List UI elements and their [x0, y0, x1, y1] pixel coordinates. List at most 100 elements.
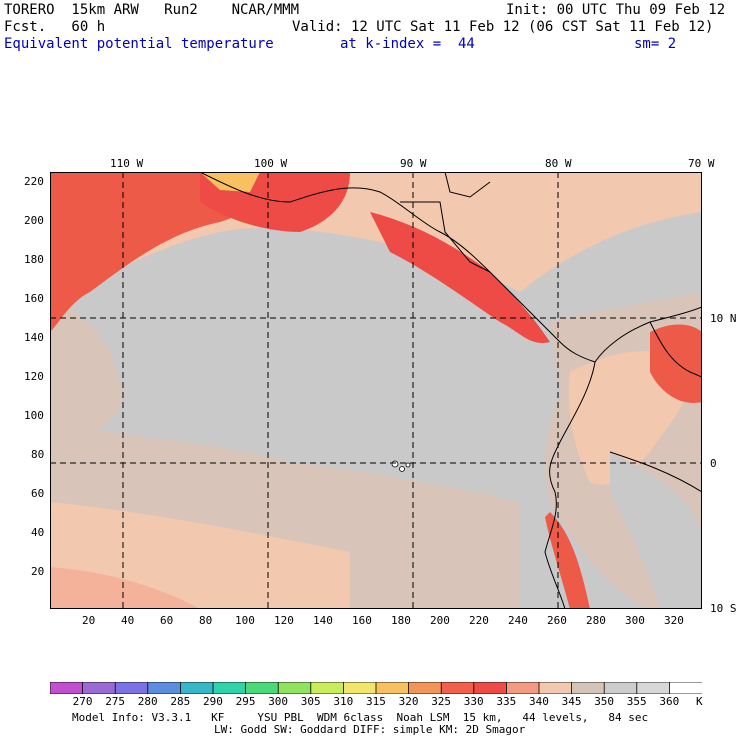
lat-label-0: 0 — [710, 457, 717, 470]
grey-region-amazon — [610, 452, 702, 609]
coastline-pacific-south — [544, 361, 596, 609]
lon-label-70w: 70 W — [688, 157, 715, 170]
colorbar-level-label: 330 — [463, 695, 484, 708]
colorbar-swatch — [473, 682, 508, 694]
salmon-band-south — [50, 567, 200, 609]
physics-info: LW: Godd SW: Goddard DIFF: simple KM: 2D… — [214, 723, 526, 736]
colorbar-level-label: 275 — [105, 695, 126, 708]
model-info: Model Info: V3.3.1 KF YSU PBL WDM 6class… — [72, 711, 649, 724]
init-time: Init: 00 UTC Thu 09 Feb 12 — [506, 2, 726, 18]
x-tick: 60 — [160, 614, 174, 627]
colorbar-level-label: 340 — [529, 695, 549, 708]
colorbar-swatch — [505, 682, 540, 694]
colorbar-level-label: 270 — [72, 695, 93, 708]
colorbar — [50, 682, 702, 694]
y-tick: 80 — [31, 448, 45, 461]
coastline-pacific-north — [199, 172, 596, 363]
x-tick: 80 — [199, 614, 213, 627]
colorbar-swatch — [277, 682, 312, 694]
graticule — [50, 172, 702, 609]
map-frame — [50, 172, 702, 609]
y-tick: 120 — [24, 370, 44, 383]
colorbar-swatch — [440, 682, 475, 694]
x-tick: 320 — [664, 614, 684, 627]
hot-strip-peru-coast — [545, 512, 590, 609]
x-tick: 20 — [82, 614, 96, 627]
colorbar-swatch — [212, 682, 247, 694]
forecast-hour: Fcst. 60 h — [4, 19, 106, 35]
x-tick: 260 — [547, 614, 567, 627]
lon-label-80w: 80 W — [545, 157, 572, 170]
x-tick: 180 — [391, 614, 411, 627]
x-tick: 120 — [274, 614, 294, 627]
border-mexico-guatemala — [400, 201, 491, 273]
k-index: at k-index = 44 — [340, 36, 475, 52]
colorbar-swatch — [538, 682, 573, 694]
colorbar-swatch — [310, 682, 345, 694]
y-tick: 180 — [24, 253, 44, 266]
x-tick: 160 — [352, 614, 372, 627]
smoothing: sm= 2 — [634, 36, 677, 52]
hot-region-venezuela — [650, 324, 702, 403]
field-name: Equivalent potential temperature — [4, 36, 274, 52]
theta-e-map — [50, 172, 702, 609]
colorbar-level-label: 335 — [496, 695, 517, 708]
lon-label-90w: 90 W — [400, 157, 427, 170]
border-colombia-venezuela — [649, 321, 702, 378]
lat-label-10s: 10 S — [710, 602, 737, 615]
colorbar-level-label: 295 — [235, 695, 256, 708]
tan-band-west — [50, 302, 123, 442]
lon-label-100w: 100 W — [254, 157, 288, 170]
x-tick: 100 — [235, 614, 255, 627]
lon-label-110w: 110 W — [110, 157, 144, 170]
x-tick: 280 — [586, 614, 606, 627]
colorbar-level-label: 325 — [431, 695, 452, 708]
colorbar-level-label: 315 — [366, 695, 386, 708]
colorbar-level-label: 320 — [398, 695, 419, 708]
coastline-colombia-north — [594, 306, 702, 363]
model-title: TORERO 15km ARW Run2 NCAR/MMM — [4, 2, 300, 18]
colorbar-level-label: 290 — [203, 695, 223, 708]
x-tick: 220 — [469, 614, 489, 627]
coastlines — [199, 172, 702, 609]
colorbar-swatch — [50, 682, 84, 694]
colorbar-swatch — [408, 682, 443, 694]
hot-region-central-america — [370, 212, 550, 343]
colorbar-swatch — [114, 682, 149, 694]
colorbar-level-label: 285 — [170, 695, 191, 708]
colorbar-level-label: 360 — [659, 695, 680, 708]
colorbar-swatch — [636, 682, 671, 694]
coastline-yucatan — [444, 172, 491, 198]
y-tick: 220 — [24, 175, 44, 188]
colorbar-swatch — [571, 682, 606, 694]
x-tick: 40 — [121, 614, 135, 627]
valid-time: Valid: 12 UTC Sat 11 Feb 12 (06 CST Sat … — [292, 19, 714, 35]
colorbar-swatch — [245, 682, 280, 694]
colorbar-swatch — [603, 682, 638, 694]
colorbar-level-label: 355 — [626, 695, 647, 708]
colorbar-swatch — [179, 682, 214, 694]
colorbar-level-label: 310 — [333, 695, 354, 708]
colorbar-swatch — [342, 682, 377, 694]
y-tick: 100 — [24, 409, 44, 422]
colorbar-swatch — [375, 682, 410, 694]
colorbar-swatch — [669, 682, 702, 694]
colorbar-level-label: 305 — [300, 695, 321, 708]
colorbar-level-label: 345 — [561, 695, 582, 708]
x-tick: 240 — [508, 614, 528, 627]
lat-label-10n: 10 N — [710, 312, 737, 325]
y-tick: 20 — [31, 565, 45, 578]
colorbar-level-label: 280 — [137, 695, 158, 708]
colorbar-level-label: 350 — [594, 695, 615, 708]
y-tick: 200 — [24, 214, 44, 227]
colorbar-level-label: 300 — [268, 695, 289, 708]
y-tick: 140 — [24, 331, 44, 344]
colorbar-swatch — [147, 682, 182, 694]
y-tick: 40 — [31, 526, 45, 539]
y-tick: 160 — [24, 292, 44, 305]
x-tick: 200 — [430, 614, 450, 627]
border-ecuador-peru — [609, 451, 702, 493]
y-tick: 60 — [31, 487, 45, 500]
colorbar-swatch — [82, 682, 117, 694]
colorbar-unit: K — [696, 695, 703, 708]
